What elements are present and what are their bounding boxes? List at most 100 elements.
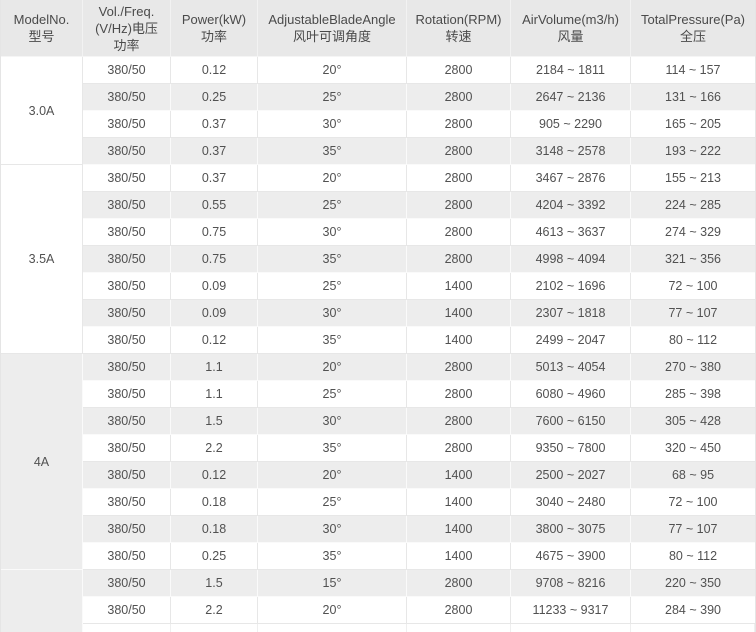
table-row: 3.0A 380/50 0.12 20° 2800 2184 ~ 1811 114 ~ 15… (1, 57, 755, 165)
air-volume-cell: 4998 ~ 4094 (511, 246, 631, 273)
voltage-cell: 380/50 (83, 57, 171, 84)
table-row: 380/50 0.37 35° 2800 3148 ~ 2578 193 ~ 222 (1, 138, 755, 165)
pressure-cell: 131 ~ 166 (631, 84, 755, 111)
header-power: Power(kW) 功率 (171, 0, 258, 57)
power-cell: 0.75 (171, 219, 258, 246)
pressure-cell: 68 ~ 95 (631, 462, 755, 489)
air-volume-cell: 905 ~ 2290 (511, 111, 631, 138)
header-voltage-line: (V/Hz)电压 (95, 20, 158, 36)
header-airvolume-line: 风量 (557, 29, 584, 44)
air-volume-cell: 3148 ~ 2578 (511, 138, 631, 165)
air-volume-cell: 2184 ~ 1811 (511, 57, 631, 84)
voltage-cell: 380/50 (83, 381, 171, 408)
table-row: 380/50 1.5 15° 2800 9708 ~ 8216 220 ~ 350 (1, 570, 755, 632)
power-cell: 2.2 (171, 597, 258, 624)
power-cell: 0.18 (171, 516, 258, 543)
air-volume-cell: 6080 ~ 4960 (511, 381, 631, 408)
voltage-cell: 380/50 (83, 408, 171, 435)
angle-cell: 35° (258, 138, 407, 165)
air-volume-cell: 4675 ~ 3900 (511, 543, 631, 570)
pressure-cell: 155 ~ 213 (631, 165, 755, 192)
air-volume-cell: 3467 ~ 2876 (511, 165, 631, 192)
power-cell: 0.09 (171, 300, 258, 327)
table-row: 3.5A 380/50 0.37 20° 2800 3467 ~ 2876 155 ~ 21… (1, 165, 755, 354)
voltage-cell: 380/50 (83, 111, 171, 138)
header-power-line: 功率 (200, 29, 227, 44)
angle-cell: 20° (258, 165, 407, 192)
pressure-cell: 320 ~ 450 (631, 435, 755, 462)
power-cell: 0.12 (171, 327, 258, 354)
pressure-cell: 284 ~ 390 (631, 597, 755, 624)
header-power-line: Power(kW) (181, 12, 247, 27)
rpm-cell: 2800 (407, 570, 511, 597)
rpm-cell: 1400 (407, 462, 511, 489)
empty-cell (83, 624, 171, 632)
table-row: 380/50 0.55 25° 2800 4204 ~ 3392 224 ~ 285 (1, 192, 755, 219)
power-cell: 0.18 (171, 489, 258, 516)
voltage-cell: 380/50 (83, 327, 171, 354)
rpm-cell: 1400 (407, 327, 511, 354)
angle-cell: 30° (258, 408, 407, 435)
header-airvolume-line: AirVolume(m3/h) (522, 12, 619, 27)
air-volume-cell: 2500 ~ 2027 (511, 462, 631, 489)
header-voltage-line: 功率 (113, 37, 140, 53)
header-airvolume: AirVolume(m3/h) 风量 (511, 0, 631, 57)
voltage-cell: 380/50 (83, 516, 171, 543)
power-cell: 0.75 (171, 246, 258, 273)
table-row: 380/50 2.2 20° 2800 11233 ~ 9317 284 ~ 390 (1, 597, 755, 624)
rpm-cell: 2800 (407, 597, 511, 624)
rpm-cell: 2800 (407, 408, 511, 435)
pressure-cell: 305 ~ 428 (631, 408, 755, 435)
table-row: 380/50 0.18 30° 1400 3800 ~ 3075 77 ~ 107 (1, 516, 755, 543)
air-volume-cell: 9350 ~ 7800 (511, 435, 631, 462)
angle-cell: 25° (258, 192, 407, 219)
angle-cell: 15° (258, 570, 407, 597)
rpm-cell: 2800 (407, 354, 511, 381)
voltage-cell: 380/50 (83, 543, 171, 570)
angle-cell: 25° (258, 273, 407, 300)
table-row: 380/50 0.12 20° 1400 2500 ~ 2027 68 ~ 95 (1, 462, 755, 489)
header-pressure: TotalPressure(Pa) 全压 (631, 0, 755, 57)
pressure-cell: 80 ~ 112 (631, 327, 755, 354)
power-cell: 1.5 (171, 408, 258, 435)
air-volume-cell: 2102 ~ 1696 (511, 273, 631, 300)
pressure-cell: 72 ~ 100 (631, 489, 755, 516)
rpm-cell: 2800 (407, 138, 511, 165)
empty-cell (407, 624, 511, 632)
rpm-cell: 1400 (407, 543, 511, 570)
power-cell: 0.25 (171, 84, 258, 111)
voltage-cell: 380/50 (83, 435, 171, 462)
power-cell: 1.1 (171, 381, 258, 408)
air-volume-cell: 11233 ~ 9317 (511, 597, 631, 624)
rpm-cell: 2800 (407, 435, 511, 462)
angle-cell: 20° (258, 462, 407, 489)
angle-cell: 30° (258, 219, 407, 246)
angle-cell: 35° (258, 543, 407, 570)
power-cell: 1.5 (171, 570, 258, 597)
table-row: 380/50 0.09 30° 1400 2307 ~ 1818 77 ~ 107 (1, 300, 755, 327)
table-row: 380/50 0.12 35° 1400 2499 ~ 2047 80 ~ 112 (1, 327, 755, 354)
air-volume-cell: 4613 ~ 3637 (511, 219, 631, 246)
air-volume-cell: 5013 ~ 4054 (511, 354, 631, 381)
power-cell: 0.09 (171, 273, 258, 300)
header-voltage: Vol./Freq. (V/Hz)电压 功率 (83, 0, 171, 57)
air-volume-cell: 3040 ~ 2480 (511, 489, 631, 516)
rpm-cell: 2800 (407, 165, 511, 192)
power-cell: 2.2 (171, 435, 258, 462)
empty-cell (511, 624, 631, 632)
air-volume-cell: 4204 ~ 3392 (511, 192, 631, 219)
angle-cell: 25° (258, 381, 407, 408)
angle-cell: 30° (258, 300, 407, 327)
angle-cell: 20° (258, 57, 407, 84)
table-row: 380/50 0.75 35° 2800 4998 ~ 4094 321 ~ 356 (1, 246, 755, 273)
voltage-cell: 380/50 (83, 489, 171, 516)
table-row: 380/50 0.09 25° 1400 2102 ~ 1696 72 ~ 100 (1, 273, 755, 300)
pressure-cell: 270 ~ 380 (631, 354, 755, 381)
header-angle-line: 风叶可调角度 (292, 29, 371, 44)
voltage-cell: 380/50 (83, 570, 171, 597)
pressure-cell: 193 ~ 222 (631, 138, 755, 165)
header-rpm: Rotation(RPM) 转速 (407, 0, 511, 57)
power-cell: 0.12 (171, 57, 258, 84)
angle-cell: 20° (258, 354, 407, 381)
